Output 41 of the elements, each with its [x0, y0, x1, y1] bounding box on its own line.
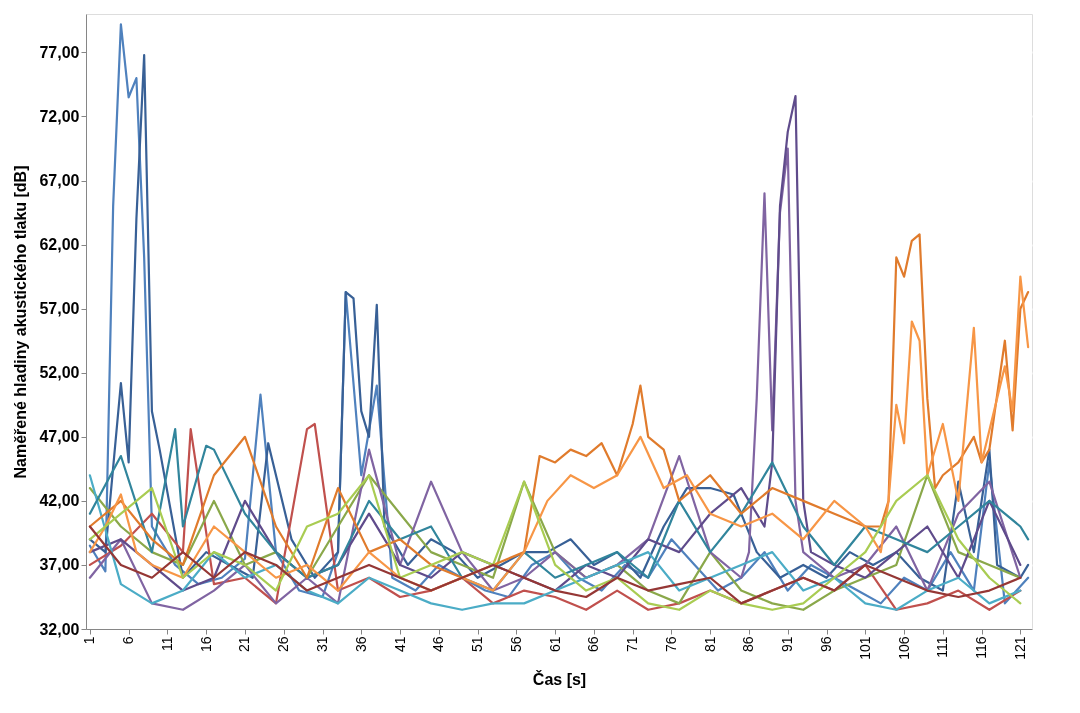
x-tick-label: 41: [391, 636, 408, 653]
x-tick-label: 21: [236, 636, 253, 653]
x-axis-title: Čas [s]: [532, 669, 587, 688]
x-tick-label: 11: [158, 636, 175, 652]
x-tick-label: 86: [740, 636, 757, 653]
x-tick-label: 26: [275, 636, 292, 653]
x-tick-label: 96: [818, 636, 835, 653]
line-series: [88, 233, 1030, 579]
y-tick-label: 37,00: [39, 556, 80, 574]
y-tick-label: 52,00: [39, 364, 80, 382]
line-series: [88, 474, 1022, 611]
x-tick-label: 111: [934, 636, 951, 658]
x-tick-label: 66: [585, 636, 602, 653]
x-tick-label: 91: [779, 636, 796, 653]
y-tick-label: 32,00: [39, 620, 80, 638]
x-tick-label: 81: [701, 636, 718, 653]
x-tick-label: 121: [1011, 636, 1028, 660]
x-tick-label: 46: [430, 636, 447, 653]
y-tick-label: 42,00: [39, 492, 80, 510]
line-series: [88, 275, 1030, 592]
line-series: [88, 525, 1022, 605]
y-tick-label: 77,00: [39, 43, 80, 61]
x-tick-label: 51: [469, 636, 486, 653]
y-tick-label: 67,00: [39, 172, 80, 190]
x-tick-label: 36: [352, 636, 369, 653]
x-tick-label: 16: [197, 636, 214, 653]
y-tick-label: 72,00: [39, 108, 80, 125]
x-tick-label: 31: [314, 636, 330, 653]
x-tick-label: 116: [973, 636, 990, 659]
x-tick-label: 1: [81, 636, 98, 645]
x-tick-label: 61: [546, 636, 563, 653]
y-tick-label: 47,00: [39, 428, 80, 446]
y-tick-label: 62,00: [39, 236, 80, 254]
y-tick-label: 57,00: [39, 300, 80, 318]
y-axis-title: Naměřené hladiny akustického tlaku [dB]: [12, 165, 30, 479]
x-tick-label: 71: [624, 636, 641, 653]
x-tick-label: 106: [895, 636, 912, 660]
x-tick-label: 56: [507, 636, 524, 653]
x-tick-label: 101: [856, 636, 873, 660]
x-tick-label: 76: [662, 636, 679, 653]
x-tick-label: 6: [120, 636, 137, 645]
